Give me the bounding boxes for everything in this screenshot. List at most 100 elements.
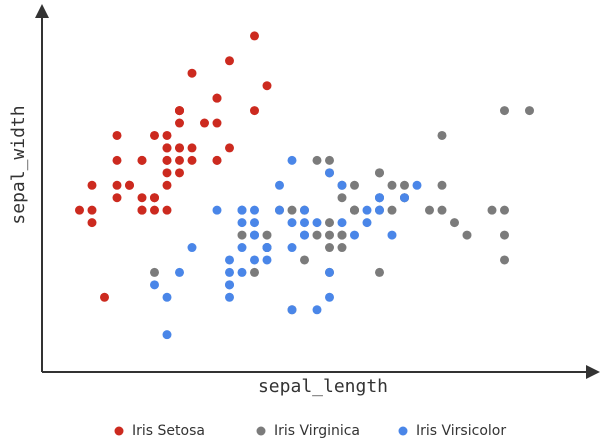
point	[100, 292, 109, 302]
point	[212, 118, 222, 128]
point	[212, 93, 222, 103]
point	[337, 243, 347, 253]
point	[500, 255, 509, 265]
legend-marker	[256, 426, 266, 436]
point	[200, 118, 209, 128]
point	[375, 205, 384, 215]
point	[187, 155, 197, 165]
point	[287, 305, 297, 315]
legend-marker	[114, 426, 124, 436]
point	[162, 180, 172, 190]
point	[125, 180, 134, 190]
point	[500, 230, 509, 240]
point	[150, 193, 159, 203]
points	[75, 31, 534, 340]
point	[362, 205, 372, 215]
point	[225, 56, 234, 66]
point	[150, 267, 159, 277]
point	[500, 106, 509, 116]
point	[325, 243, 334, 253]
point	[525, 106, 534, 116]
point	[287, 205, 297, 215]
point	[400, 193, 409, 203]
point	[437, 180, 447, 190]
point	[150, 205, 159, 215]
point	[162, 143, 172, 153]
point	[250, 267, 259, 277]
legend-label: Iris Virginica	[274, 423, 360, 439]
point	[237, 243, 247, 253]
point	[250, 230, 259, 240]
point	[225, 280, 234, 290]
point	[387, 230, 397, 240]
point	[337, 180, 347, 190]
point	[362, 218, 372, 228]
point	[262, 255, 272, 265]
point	[212, 205, 222, 215]
point	[225, 255, 234, 265]
point	[275, 180, 284, 190]
point	[437, 130, 447, 140]
point	[300, 218, 309, 228]
point	[237, 205, 247, 215]
point	[437, 205, 447, 215]
point	[87, 218, 97, 228]
point	[150, 130, 159, 140]
point	[187, 243, 197, 253]
point	[262, 81, 272, 91]
legend-marker	[398, 426, 408, 436]
point	[75, 205, 84, 215]
point	[175, 106, 184, 116]
point	[375, 168, 384, 178]
point	[237, 267, 247, 277]
point	[312, 230, 322, 240]
point	[287, 243, 297, 253]
point	[162, 330, 172, 340]
point	[162, 155, 172, 165]
point	[325, 292, 334, 302]
point	[325, 218, 334, 228]
x-axis-arrow	[586, 365, 600, 379]
point	[400, 180, 409, 190]
point	[187, 68, 197, 78]
point	[425, 205, 434, 215]
point	[412, 180, 422, 190]
point	[275, 205, 284, 215]
point	[250, 255, 259, 265]
point	[462, 230, 472, 240]
point	[150, 280, 159, 290]
legend-label: Iris Setosa	[132, 423, 205, 439]
point	[287, 155, 297, 165]
point	[225, 292, 234, 302]
point	[162, 130, 172, 140]
point	[337, 193, 347, 203]
point	[262, 230, 272, 240]
point	[350, 230, 359, 240]
x-axis-label: sepal_length	[258, 376, 388, 397]
point	[175, 143, 184, 153]
point	[250, 218, 259, 228]
point	[325, 267, 334, 277]
y-axis-arrow	[35, 4, 49, 18]
point	[137, 155, 147, 165]
point	[300, 230, 309, 240]
point	[325, 230, 334, 240]
point	[87, 180, 97, 190]
point	[112, 193, 122, 203]
point	[250, 31, 259, 41]
point	[487, 205, 497, 215]
point	[312, 155, 322, 165]
point	[162, 292, 172, 302]
point	[112, 155, 122, 165]
point	[237, 218, 247, 228]
legend: Iris Setosa Iris Virginica Iris Virsicolor	[114, 423, 506, 439]
y-axis-label: sepal_width	[8, 105, 29, 224]
point	[450, 218, 459, 228]
point	[175, 267, 184, 277]
point	[375, 267, 384, 277]
point	[325, 155, 334, 165]
point	[262, 243, 272, 253]
point	[337, 218, 347, 228]
point	[162, 205, 172, 215]
